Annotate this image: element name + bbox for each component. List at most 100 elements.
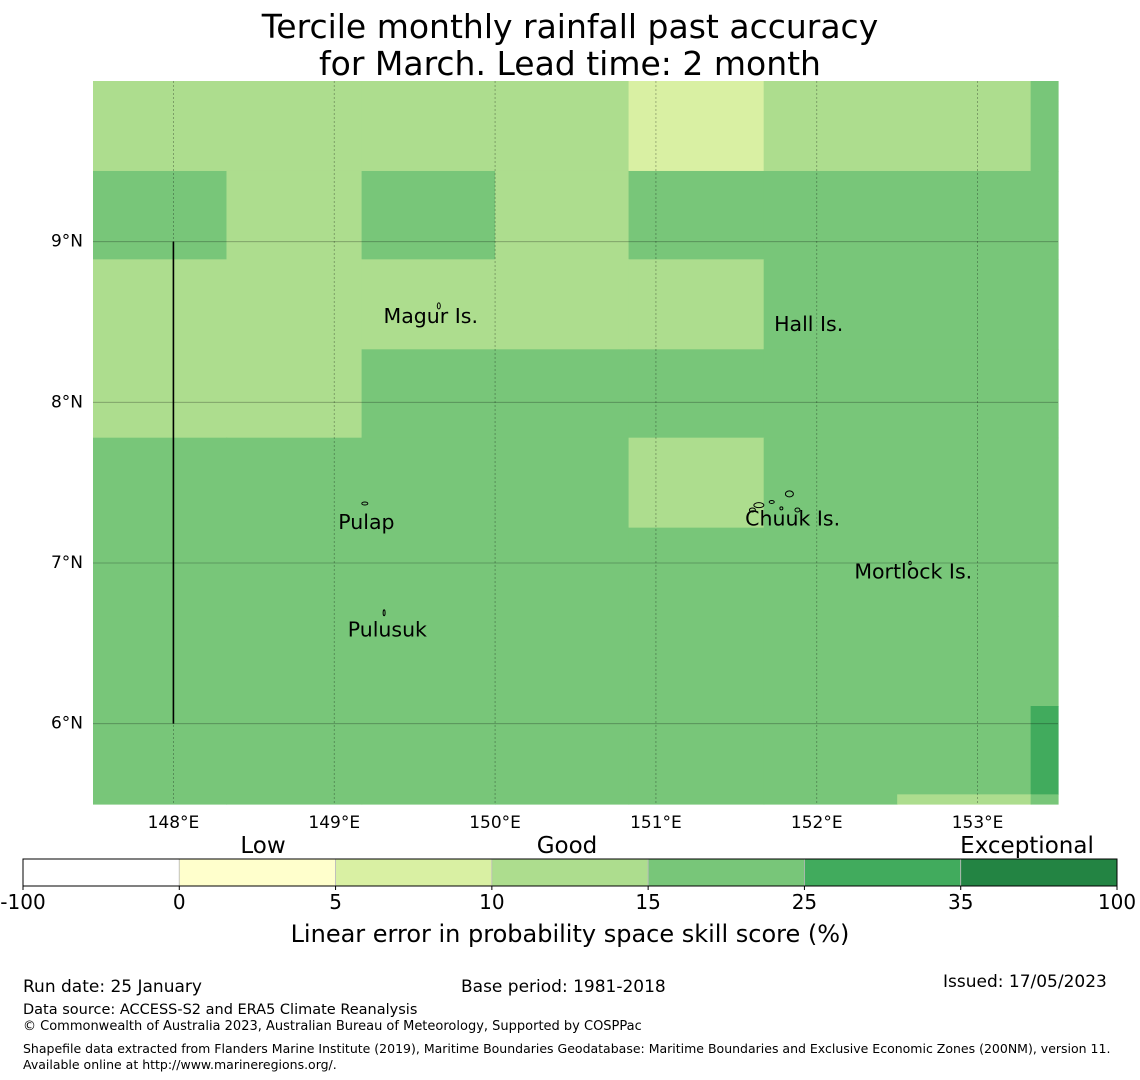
skill-cell [763,259,898,350]
base-period: Base period: 1981-2018 [461,977,666,997]
skill-category-label: Exceptional [960,833,1094,859]
colorbar-tick-label: 35 [948,890,973,914]
skill-cell [628,616,765,707]
skill-cell [628,705,765,795]
skill-cell [93,81,228,172]
skill-cell [763,794,898,805]
skill-cell [361,259,496,350]
skill-cell [495,170,630,260]
skill-cell [897,616,1032,707]
chart-title-line-1: Tercile monthly rainfall past accuracy [261,7,879,46]
y-tick-label: 6°N [51,714,83,734]
skill-cell [628,794,765,805]
skill-cell [361,437,496,529]
skill-cell [495,527,630,617]
island-outline [382,609,386,617]
skill-cell [226,437,363,529]
skill-cell [495,616,630,707]
colorbar-tick-label: -100 [0,890,45,914]
colorbar-bin [647,858,805,887]
island-outline [784,490,794,498]
skill-cell [897,259,1032,350]
colorbar-bin [960,858,1118,887]
skill-cell [361,705,496,795]
skill-cell [361,527,496,617]
copyright: © Commonwealth of Australia 2023, Austra… [23,1019,642,1034]
skill-cell [1030,616,1059,707]
skill-cell [495,81,630,172]
skill-cell [1030,794,1059,805]
skill-cell [226,81,363,172]
x-tick-label: 148°E [148,813,200,833]
skill-cell [226,616,363,707]
skill-cell [628,81,765,172]
skill-cell [763,437,898,529]
skill-cell [361,81,496,172]
x-tick-label: 152°E [791,813,843,833]
x-tick-label: 150°E [469,813,521,833]
skill-cell [897,705,1032,795]
skill-cell [495,349,630,439]
colorbar-tick-label: 15 [635,890,660,914]
skill-cell [897,170,1032,260]
skill-cell [763,170,898,260]
place-label: Mortlock Is. [854,560,972,584]
island-outline [436,302,441,310]
place-label: Magur Is. [384,304,478,328]
skill-cell [628,437,765,529]
skill-cell [226,170,363,260]
skill-cell [628,259,765,350]
colorbar-bin [22,858,180,887]
colorbar-frame [22,858,1118,887]
island-outline [908,560,912,566]
colorbar-bin [491,858,649,887]
colorbar-bin [335,858,493,887]
skill-cell [226,794,363,805]
skill-cell [1030,81,1059,172]
island-outline [361,501,369,506]
skill-cell [1030,705,1059,795]
skill-cell [763,527,898,617]
chart-title-line-2: for March. Lead time: 2 month [319,44,821,83]
skill-cell [93,437,228,529]
skill-cell [226,259,363,350]
place-label: Pulusuk [348,617,427,641]
skill-cell [226,527,363,617]
skill-cell [361,349,496,439]
skill-cell [495,437,630,529]
place-label: Hall Is. [774,312,843,336]
island-outline [794,507,801,513]
skill-cell [226,349,363,439]
island-outline [748,507,756,513]
colorbar-tick-label: 0 [173,890,186,914]
skill-cell [495,705,630,795]
run-date: Run date: 25 January [23,977,202,997]
island-outline [753,502,765,509]
skill-cell [1030,437,1059,529]
skill-cell [93,349,228,439]
skill-category-label: Low [240,833,285,859]
skill-cell [897,794,1032,805]
skill-category-label: Good [537,833,598,859]
map-figure: Magur Is. Hall Is. Pulap Chuuk Is. Mortlock … [0,81,1136,948]
skill-cell [495,259,630,350]
skill-cell [1030,349,1059,439]
data-source: Data source: ACCESS-S2 and ERA5 Climate … [23,1002,418,1018]
skill-cell [763,616,898,707]
colorbar-tick-label: 10 [479,890,504,914]
shapefile-credit: Shapefile data extracted from Flanders M… [23,1041,1111,1072]
skill-cell [628,349,765,439]
skill-cell [1030,170,1059,260]
x-tick-label: 153°E [952,813,1004,833]
skill-cell [361,170,496,260]
skill-cell [495,794,630,805]
colorbar-bin [804,858,962,887]
colorbar-axis-label: Linear error in probability space skill … [291,920,850,948]
skill-cell [628,527,765,617]
skill-cell [93,527,228,617]
issued-date: Issued: 17/05/2023 [943,972,1107,992]
skill-cell [763,349,898,439]
x-tick-label: 149°E [308,813,360,833]
skill-cell [763,705,898,795]
colorbar-bin [178,858,336,887]
